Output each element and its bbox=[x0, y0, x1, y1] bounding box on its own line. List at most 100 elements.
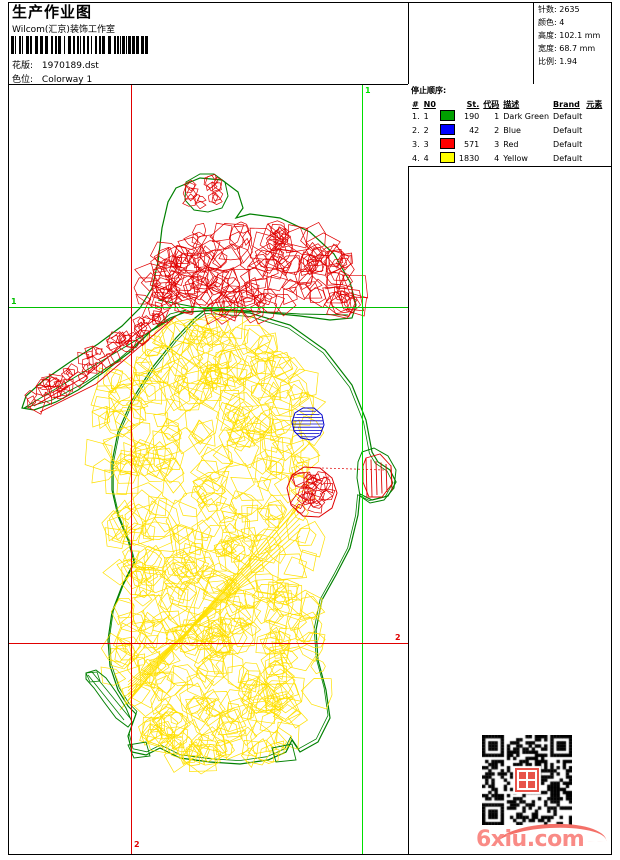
stitch-path bbox=[137, 521, 173, 551]
stitch-path bbox=[240, 747, 258, 768]
stitch-path bbox=[214, 639, 231, 654]
barcode-bar bbox=[122, 36, 125, 54]
stitch-path bbox=[145, 720, 176, 748]
stitch-path bbox=[196, 446, 233, 483]
stitch-path bbox=[203, 364, 221, 383]
stitch-path bbox=[127, 523, 301, 689]
stitch-path bbox=[243, 678, 257, 693]
stitch-path bbox=[228, 225, 252, 251]
stitch-path bbox=[293, 268, 314, 286]
stitch-path bbox=[227, 664, 250, 690]
barcode-bar bbox=[30, 36, 32, 54]
stitch-path bbox=[106, 331, 121, 344]
stitch-path bbox=[195, 200, 207, 210]
stitch-path bbox=[177, 581, 209, 609]
stitch-path bbox=[134, 453, 155, 477]
stitch-path bbox=[85, 671, 101, 683]
stitch-path bbox=[143, 548, 163, 571]
stitch-path bbox=[185, 182, 196, 193]
barcode-bar bbox=[141, 36, 144, 54]
stitch-path bbox=[219, 708, 247, 733]
stitch-path bbox=[273, 590, 294, 618]
color-index: 3. bbox=[412, 140, 420, 149]
stitch-path bbox=[309, 490, 325, 505]
stitch-path bbox=[278, 356, 306, 380]
stitch-path bbox=[253, 293, 267, 309]
stitch-path bbox=[130, 441, 151, 462]
stitch-path bbox=[280, 650, 299, 665]
col-description: 描述 bbox=[503, 99, 520, 109]
stitch-path bbox=[323, 250, 350, 274]
info-row-height: 高度: 102.1 mm bbox=[538, 29, 614, 42]
stitch-path bbox=[131, 609, 146, 630]
page-border bbox=[8, 2, 612, 855]
stitch-path bbox=[310, 657, 326, 675]
color-code: 4 bbox=[494, 154, 500, 163]
stitch-path bbox=[141, 522, 156, 541]
stitch-path bbox=[263, 289, 278, 300]
qr-code[interactable] bbox=[482, 735, 572, 825]
color-code: 1 bbox=[494, 112, 500, 121]
stitch-path bbox=[91, 405, 109, 428]
stitch-path bbox=[262, 626, 283, 651]
height-value: 102.1 mm bbox=[559, 31, 601, 40]
design-canvas[interactable]: 1 1 2 2 bbox=[9, 85, 408, 854]
stitch-path bbox=[249, 332, 278, 363]
stitch-path bbox=[151, 319, 186, 355]
height-label: 高度: bbox=[538, 31, 557, 40]
stitch-path bbox=[137, 321, 152, 335]
stitch-path bbox=[242, 327, 264, 354]
stitch-path bbox=[53, 389, 62, 399]
stitch-path bbox=[65, 368, 75, 379]
design-file-value: 1970189.dst bbox=[41, 61, 99, 71]
stitch-path bbox=[130, 566, 155, 593]
stitch-path bbox=[257, 335, 278, 354]
stitch-path bbox=[112, 452, 136, 474]
stitch-path bbox=[213, 176, 223, 191]
stitch-path bbox=[328, 257, 355, 281]
stitch-path bbox=[251, 584, 278, 603]
stitch-path bbox=[217, 550, 241, 575]
stitch-path bbox=[241, 739, 259, 757]
stitch-path bbox=[248, 679, 267, 700]
stitch-path bbox=[113, 622, 147, 658]
stitch-path bbox=[175, 623, 192, 639]
stitch-path bbox=[48, 384, 62, 399]
stitch-path bbox=[260, 659, 295, 693]
stitch-path bbox=[196, 491, 208, 509]
stitch-path bbox=[205, 314, 232, 338]
stitch-path bbox=[271, 641, 290, 659]
stitch-path bbox=[203, 629, 233, 662]
stitch-path bbox=[193, 477, 227, 508]
column-divider bbox=[408, 2, 409, 855]
stitch-path bbox=[221, 535, 254, 568]
stitch-path bbox=[202, 380, 222, 401]
stitch-path bbox=[219, 617, 244, 648]
stitch-path bbox=[232, 283, 248, 303]
stitch-path bbox=[265, 504, 284, 521]
color-swatch-cell bbox=[438, 124, 457, 138]
stitch-path bbox=[171, 342, 204, 372]
stitch-path bbox=[222, 622, 254, 656]
stitch-path bbox=[167, 357, 189, 377]
stitch-path bbox=[104, 406, 136, 438]
stitch-path bbox=[162, 424, 183, 441]
stitch-path bbox=[191, 222, 207, 238]
stitch-path bbox=[116, 558, 139, 580]
stitch-path bbox=[141, 729, 163, 746]
stitch-path bbox=[269, 740, 285, 756]
stitch-path bbox=[90, 385, 121, 410]
stitch-path bbox=[179, 682, 209, 720]
stitch-path bbox=[140, 346, 176, 380]
colorway-row: 色位: Colorway 1 bbox=[12, 72, 92, 85]
stitch-path bbox=[246, 563, 274, 595]
stitch-path bbox=[181, 619, 199, 636]
stitch-path bbox=[130, 438, 158, 466]
stitch-path bbox=[243, 324, 273, 355]
stitch-path bbox=[216, 501, 238, 524]
stitch-path bbox=[375, 460, 378, 496]
stitch-path bbox=[146, 344, 172, 372]
stitch-path bbox=[325, 271, 345, 290]
col-number: N0 bbox=[423, 99, 436, 109]
